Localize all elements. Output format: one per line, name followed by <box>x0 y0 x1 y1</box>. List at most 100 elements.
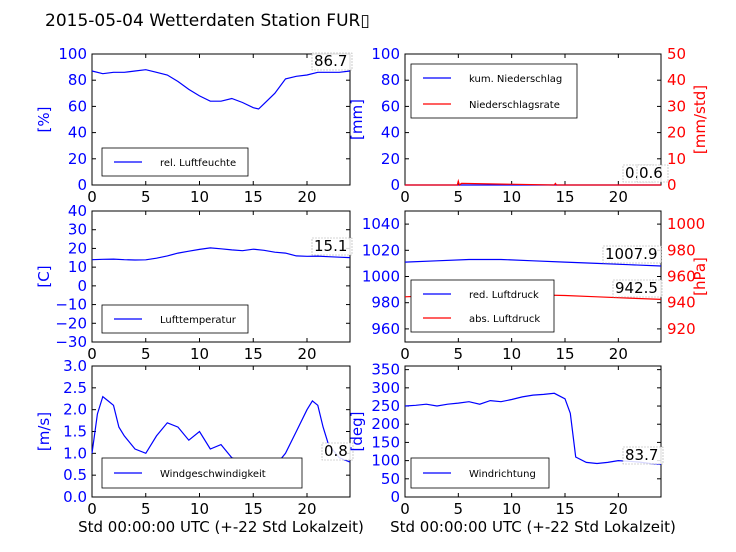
x-tick-label: 10 <box>190 188 209 206</box>
y-axis-label: [m/s] <box>35 412 53 451</box>
x-tick-label: 10 <box>502 345 521 363</box>
x-tick-label: 15 <box>244 345 263 363</box>
y2-tick-label: 40 <box>667 71 686 89</box>
y-tick-label: 350 <box>371 361 400 379</box>
y2-tick-label: 980 <box>667 241 696 259</box>
y-tick-label: 20 <box>68 239 87 257</box>
y-tick-label: 80 <box>68 71 87 89</box>
x-tick-label: 15 <box>555 500 574 518</box>
y-tick-label: 0 <box>390 488 400 506</box>
y2-tick-label: 0 <box>667 176 677 194</box>
x-tick-label: 10 <box>502 500 521 518</box>
x-tick-label: 0 <box>87 500 97 518</box>
y-tick-label: 0 <box>77 176 87 194</box>
y-tick-label: 40 <box>381 124 400 142</box>
y2-tick-label: 960 <box>667 268 696 286</box>
y-tick-label: 300 <box>371 379 400 397</box>
value-annotation: 15.1 <box>314 237 347 255</box>
y2-tick-label: 920 <box>667 320 696 338</box>
y2-tick-label: 30 <box>667 97 686 115</box>
panel-middle-right: 0 5 10 15 20 960 980 1000 1020 1040 920 940 960 980 10… <box>362 210 709 363</box>
x-tick-label: 5 <box>141 345 151 363</box>
panel-top-right: 0 5 10 15 20 0 20 40 60 80 100 0 10 20 30 40 50 [mm] [mm/s… <box>348 45 709 206</box>
y-tick-label: 50 <box>381 470 400 488</box>
y-tick-label: 150 <box>371 433 400 451</box>
value-annotation: 0.8 <box>324 442 348 460</box>
value-annotation: 1007.9 <box>605 245 658 263</box>
legend-label: Windgeschwindigkeit <box>160 469 266 480</box>
y-tick-label: 60 <box>68 97 87 115</box>
x-tick-label: 5 <box>141 500 151 518</box>
value-annotation: 0.6 <box>639 164 663 182</box>
x-tick-label: 10 <box>190 345 209 363</box>
legend-box <box>410 63 578 119</box>
y-tick-label: −10 <box>55 296 87 314</box>
legend: Windrichtung <box>410 457 550 489</box>
y-tick-label: 10 <box>68 258 87 276</box>
y2-tick-label: 20 <box>667 124 686 142</box>
y-tick-label: 250 <box>371 397 400 415</box>
y-tick-label: 2.0 <box>63 401 87 419</box>
legend-label: abs. Luftdruck <box>469 314 540 325</box>
y-axis-label: [deg] <box>348 412 366 452</box>
y-tick-label: 1.5 <box>63 423 87 441</box>
x-tick-label: 15 <box>244 500 263 518</box>
x-tick-label: 0 <box>400 500 410 518</box>
legend-label: Windrichtung <box>469 469 536 480</box>
y-tick-label: 20 <box>68 150 87 168</box>
y-tick-label: 100 <box>371 45 400 63</box>
y-tick-label: −20 <box>55 314 87 332</box>
value-annotation-box <box>622 446 664 465</box>
value-annotation: 86.7 <box>314 52 347 70</box>
y-tick-label: 80 <box>381 71 400 89</box>
legend-box <box>101 147 249 177</box>
y2-axis-label: [mm/std] <box>691 85 709 154</box>
value-annotation-box <box>612 279 663 298</box>
y-axis-label: [mm] <box>348 99 366 140</box>
y2-tick-label: 50 <box>667 45 686 63</box>
x-tick-label: 15 <box>244 188 263 206</box>
y-tick-label: 1.0 <box>63 444 87 462</box>
panel-middle-left: 0 5 10 15 20−30−20−10010203040[C]Lufttempera… <box>35 202 353 363</box>
value-annotation-box <box>311 52 353 71</box>
y-tick-label: −30 <box>55 333 87 351</box>
y2-tick-label: 10 <box>667 150 686 168</box>
panel-top-left: 0 5 10 15 20 0 20 40 60 80 100 [%] rel. Luftfeuchte 8… <box>35 45 353 206</box>
legend-box <box>410 279 555 333</box>
legend: rel. Luftfeuchte <box>101 147 249 177</box>
y2-tick-label: 1000 <box>667 215 705 233</box>
y-tick-label: 0.0 <box>63 488 87 506</box>
x-tick-label: 0 <box>87 188 97 206</box>
x-tick-label: 0 <box>400 345 410 363</box>
x-tick-label: 5 <box>454 500 464 518</box>
x-axis-label: Std 00:00:00 UTC (+-22 Std Lokalzeit) <box>390 518 676 536</box>
value-annotation-box <box>321 442 354 461</box>
y-tick-label: 960 <box>371 320 400 338</box>
x-tick-label: 10 <box>190 500 209 518</box>
x-tick-label: 0 <box>400 188 410 206</box>
legend-label: kum. Niederschlag <box>469 74 562 85</box>
value-annotation: 942.5 <box>615 279 658 297</box>
figure-title: 2015-05-04 Wetterdaten Station FUR▯ <box>45 11 370 31</box>
series-line-1 <box>404 258 662 267</box>
y-tick-label: 30 <box>68 221 87 239</box>
y-axis-label: [%] <box>35 107 53 133</box>
y-tick-label: 100 <box>371 452 400 470</box>
y-tick-label: 40 <box>68 124 87 142</box>
x-axis-label: Std 00:00:00 UTC (+-22 Std Lokalzeit) <box>78 518 364 536</box>
legend: kum. Niederschlag Niederschlagsrate <box>410 63 578 119</box>
panel-bottom-left: 0 5 10 15 20 0.0 0.5 1.0 1.5 2.0 2.5 3.0 [m/s] Std 00… <box>35 357 364 536</box>
y-tick-label: 3.0 <box>63 357 87 375</box>
x-tick-label: 15 <box>555 188 574 206</box>
x-tick-label: 5 <box>141 188 151 206</box>
y-tick-label: 40 <box>68 202 87 220</box>
y-tick-label: 1000 <box>362 268 400 286</box>
y2-axis-label: [hPa] <box>691 257 709 296</box>
y-tick-label: 60 <box>381 97 400 115</box>
y-tick-label: 0 <box>77 277 87 295</box>
legend: Lufttemperatur <box>101 304 249 334</box>
legend-label: red. Luftdruck <box>469 290 539 301</box>
y-tick-label: 2.5 <box>63 379 87 397</box>
